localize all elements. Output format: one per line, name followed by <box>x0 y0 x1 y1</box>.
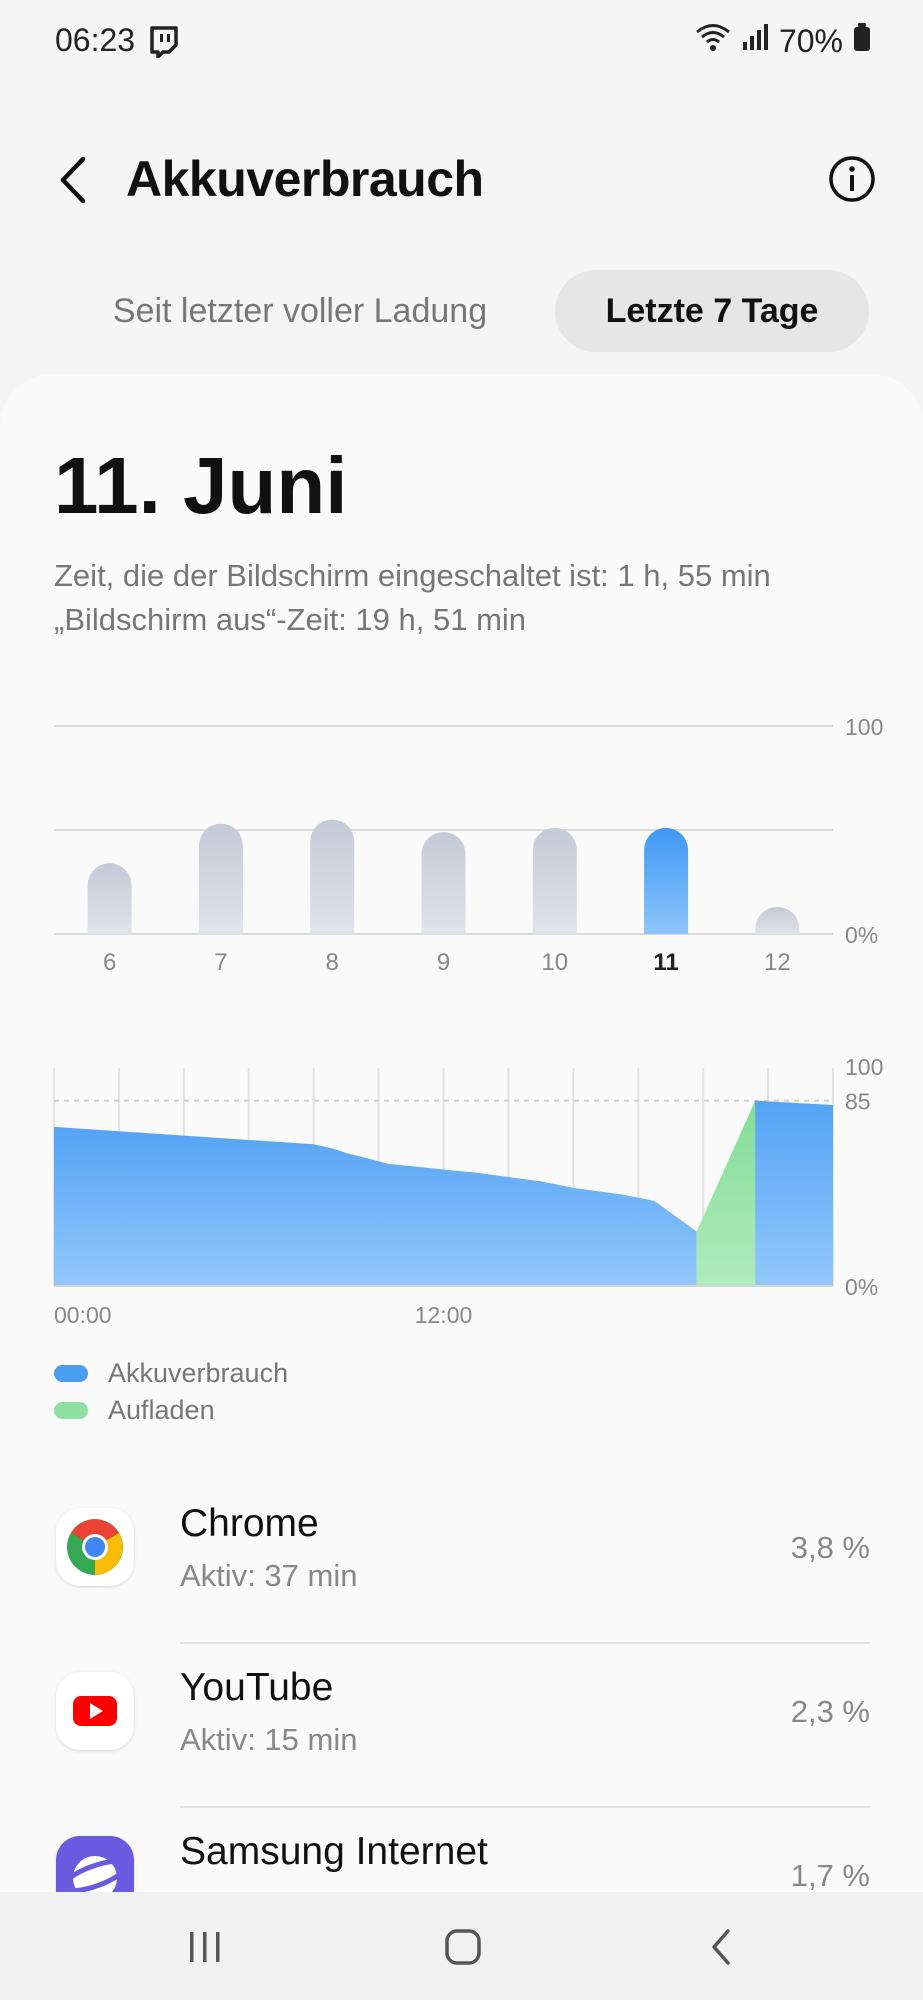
bar-x-tick-label: 11 <box>653 949 678 976</box>
back-button[interactable] <box>50 152 94 208</box>
screen-off-time: „Bildschirm aus“-Zeit: 19 h, 51 min <box>54 602 527 637</box>
app-active-time: Aktiv: 37 min <box>180 1558 358 1593</box>
app-usage-list: Chrome Aktiv: 37 min 3,8 % YouTube Aktiv… <box>0 1480 923 1972</box>
bar-day-7 <box>198 823 243 934</box>
battery-percent: 70% <box>778 22 843 59</box>
chrome-icon <box>56 1508 134 1586</box>
bar-y-tick-label: 0% <box>845 922 878 948</box>
back-arrow-icon <box>60 156 86 204</box>
legend-label-usage: Akkuverbrauch <box>108 1358 289 1388</box>
bar-day-12 <box>755 906 800 934</box>
period-tabs: Seit letzter voller Ladung Letzte 7 Tage <box>0 270 923 354</box>
youtube-icon <box>56 1672 134 1750</box>
chart-legend: Akkuverbrauch Aufladen <box>54 1355 288 1429</box>
app-row-youtube[interactable]: YouTube Aktiv: 15 min 2,3 % <box>0 1644 923 1808</box>
battery-charts[interactable]: 100 0% 6 7 8 9 10 11 12 100 85 0% 00:00 12:00 <box>0 690 923 1330</box>
bar-y-tick-label: 100 <box>845 714 883 740</box>
info-button[interactable] <box>825 152 879 206</box>
app-name: Samsung Internet <box>180 1830 488 1873</box>
divider <box>180 1642 870 1644</box>
legend-item-usage: Akkuverbrauch <box>54 1355 288 1392</box>
back-nav-button[interactable] <box>696 1922 746 1972</box>
back-nav-icon <box>712 1929 730 1965</box>
bar-day-6 <box>87 863 132 934</box>
bar-day-10 <box>532 827 577 934</box>
recent-apps-button[interactable] <box>180 1922 230 1972</box>
bar-x-tick-label: 7 <box>214 949 227 976</box>
area-series-2 <box>755 1100 833 1286</box>
legend-swatch-usage <box>54 1365 88 1382</box>
app-percent: 2,3 % <box>790 1694 870 1729</box>
signal-icon <box>741 22 769 60</box>
app-name: Chrome <box>180 1502 319 1545</box>
bar-x-tick-label: 12 <box>764 949 791 976</box>
bar-x-tick-label: 10 <box>541 949 568 976</box>
area-y-tick-label: 85 <box>845 1089 871 1115</box>
screen-time-info: Zeit, die der Bildschirm eingeschaltet i… <box>54 554 771 642</box>
date-title: 11. Juni <box>54 441 348 530</box>
status-indicators: 70% <box>695 22 871 60</box>
app-header: Akkuverbrauch <box>0 130 923 230</box>
legend-item-charging: Aufladen <box>54 1392 288 1429</box>
bar-x-tick-label: 8 <box>326 949 339 976</box>
area-x-tick-label: 00:00 <box>54 1302 112 1328</box>
bar-day-8 <box>310 819 355 934</box>
system-nav-bar <box>0 1892 923 2000</box>
status-time: 06:23 <box>55 22 136 58</box>
page-title: Akkuverbrauch <box>126 151 484 207</box>
area-y-tick-label: 100 <box>845 1054 883 1080</box>
home-icon <box>445 1929 481 1965</box>
battery-icon <box>853 22 871 60</box>
wifi-icon <box>695 22 731 60</box>
area-x-tick-label: 12:00 <box>415 1302 473 1328</box>
area-series-0 <box>54 1126 697 1286</box>
tab-since-full-charge[interactable]: Seit letzter voller Ladung <box>112 291 488 330</box>
twitch-notification-icon <box>148 26 178 63</box>
bar-x-tick-label: 6 <box>103 949 116 976</box>
bar-x-tick-label: 9 <box>437 949 450 976</box>
legend-label-charging: Aufladen <box>108 1395 215 1425</box>
app-active-time: Aktiv: 15 min <box>180 1722 358 1757</box>
legend-swatch-charging <box>54 1402 88 1419</box>
app-percent: 3,8 % <box>790 1530 870 1565</box>
status-bar: 06:23 70% <box>0 0 923 86</box>
bar-day-11 <box>644 827 689 934</box>
tab-last-7-days[interactable]: Letzte 7 Tage <box>555 270 869 352</box>
area-series-1 <box>696 1100 756 1286</box>
area-y-tick-label: 0% <box>845 1274 878 1300</box>
screen-on-time: Zeit, die der Bildschirm eingeschaltet i… <box>54 558 771 593</box>
bar-day-9 <box>421 832 466 934</box>
info-icon <box>829 156 875 202</box>
app-percent: 1,7 % <box>790 1858 870 1893</box>
recent-apps-icon <box>190 1932 220 1962</box>
app-name: YouTube <box>180 1666 334 1709</box>
divider <box>180 1806 870 1808</box>
home-button[interactable] <box>438 1922 488 1972</box>
app-row-chrome[interactable]: Chrome Aktiv: 37 min 3,8 % <box>0 1480 923 1644</box>
